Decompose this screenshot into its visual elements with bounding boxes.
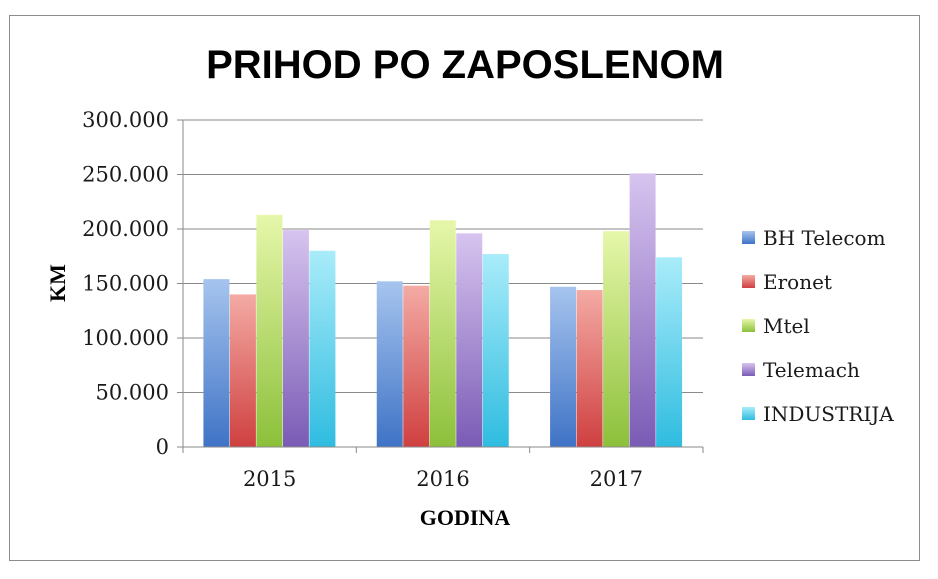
legend-label: Mtel [763, 314, 810, 338]
bar-telemach-2017 [629, 173, 656, 447]
y-tick-label: 200.000 [82, 217, 169, 241]
legend-label: Eronet [763, 270, 832, 294]
bar-bh-telecom-2017 [550, 286, 577, 447]
bar-bh-telecom-2015 [203, 279, 230, 447]
legend-swatch [742, 231, 755, 244]
legend-label: Telemach [763, 358, 860, 382]
legend-item-telemach: Telemach [742, 358, 860, 382]
bar-telemach-2015 [282, 230, 309, 447]
legend-item-mtel: Mtel [742, 314, 810, 338]
bar-eronet-2016 [403, 285, 430, 447]
legend-swatch [742, 319, 755, 332]
legend-label: INDUSTRIJA [763, 402, 894, 426]
bar-mtel-2016 [429, 220, 456, 447]
legend-swatch [742, 407, 755, 420]
x-axis-title: GODINA [420, 505, 511, 530]
y-tick-label: 100.000 [82, 326, 169, 350]
bar-eronet-2015 [229, 294, 256, 447]
y-tick-label: 250.000 [82, 163, 169, 187]
bar-industrija-2016 [482, 254, 509, 447]
bar-bh-telecom-2016 [376, 281, 403, 447]
bar-telemach-2016 [456, 233, 483, 447]
bars [203, 173, 683, 447]
legend-item-industrija: INDUSTRIJA [742, 402, 894, 426]
y-tick-labels: 0 50.000 100.000 150.000 200.000 250.000 300.0… [82, 108, 169, 459]
x-tick-labels: 2015 2016 2017 [243, 467, 643, 491]
legend-item-eronet: Eronet [742, 270, 832, 294]
y-axis-title: KM [45, 264, 70, 302]
legend-label: BH Telecom [763, 226, 886, 250]
y-tick-label: 300.000 [82, 108, 169, 132]
y-tick-label: 150.000 [82, 272, 169, 296]
bar-industrija-2017 [656, 257, 683, 447]
bar-mtel-2017 [603, 231, 630, 447]
x-tick-label: 2015 [243, 467, 296, 491]
bar-eronet-2017 [576, 290, 603, 447]
y-tick-label: 0 [156, 435, 169, 459]
axes [182, 120, 704, 453]
x-tick-label: 2017 [590, 467, 643, 491]
chart-title: PRIHOD PO ZAPOSLENOM [206, 43, 724, 87]
legend-swatch [742, 275, 755, 288]
bar-mtel-2015 [256, 214, 283, 447]
legend: BH Telecom Eronet Mtel Telemach INDUSTRIJA [742, 226, 894, 426]
bar-industrija-2015 [309, 250, 336, 447]
legend-item-bh-telecom: BH Telecom [742, 226, 886, 250]
x-tick-label: 2016 [416, 467, 469, 491]
y-tick-label: 50.000 [96, 381, 169, 405]
legend-swatch [742, 363, 755, 376]
